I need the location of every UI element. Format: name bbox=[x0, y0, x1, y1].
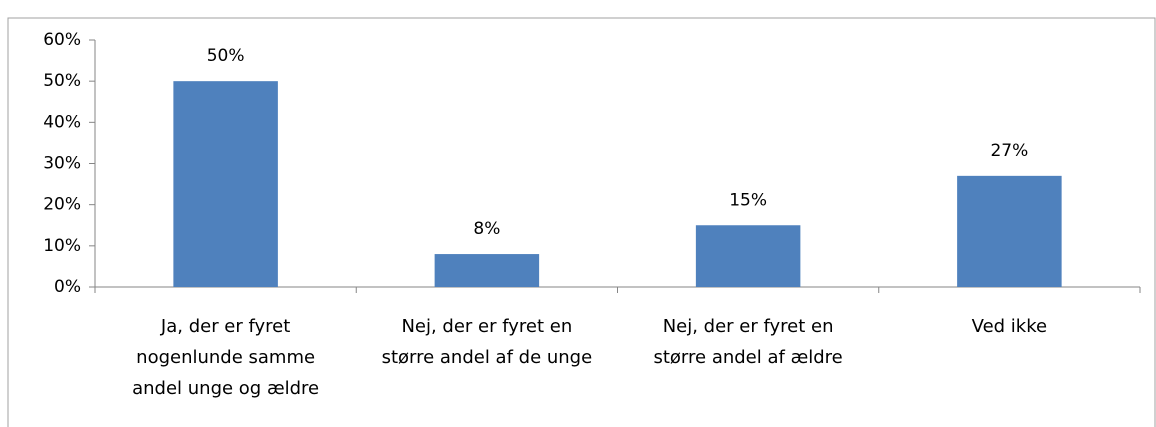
y-tick-label: 50% bbox=[43, 71, 81, 91]
x-tick-label: Nej, der er fyret en større andel af æld… bbox=[653, 316, 843, 368]
y-tick-label: 40% bbox=[43, 112, 81, 132]
bar bbox=[957, 175, 1062, 287]
y-tick-label: 20% bbox=[43, 195, 81, 215]
chart-border bbox=[7, 17, 1156, 427]
bar bbox=[434, 254, 540, 287]
x-tick-label: Ja, der er fyret nogenlunde samme andel … bbox=[132, 316, 320, 399]
y-tick-label: 10% bbox=[43, 236, 81, 256]
x-tick-label: Nej, der er fyret en større andel af de … bbox=[381, 316, 593, 368]
bar bbox=[173, 81, 278, 288]
y-tick-label: 0% bbox=[54, 277, 81, 297]
x-tick-label: Ved ikke bbox=[971, 316, 1048, 337]
data-label: 27% bbox=[990, 141, 1028, 161]
y-tick-label: 60% bbox=[43, 30, 81, 50]
data-label: 15% bbox=[729, 190, 767, 210]
y-tick-label: 30% bbox=[43, 154, 81, 174]
data-label: 8% bbox=[473, 219, 500, 239]
data-label: 50% bbox=[207, 46, 245, 66]
bar bbox=[695, 225, 801, 287]
